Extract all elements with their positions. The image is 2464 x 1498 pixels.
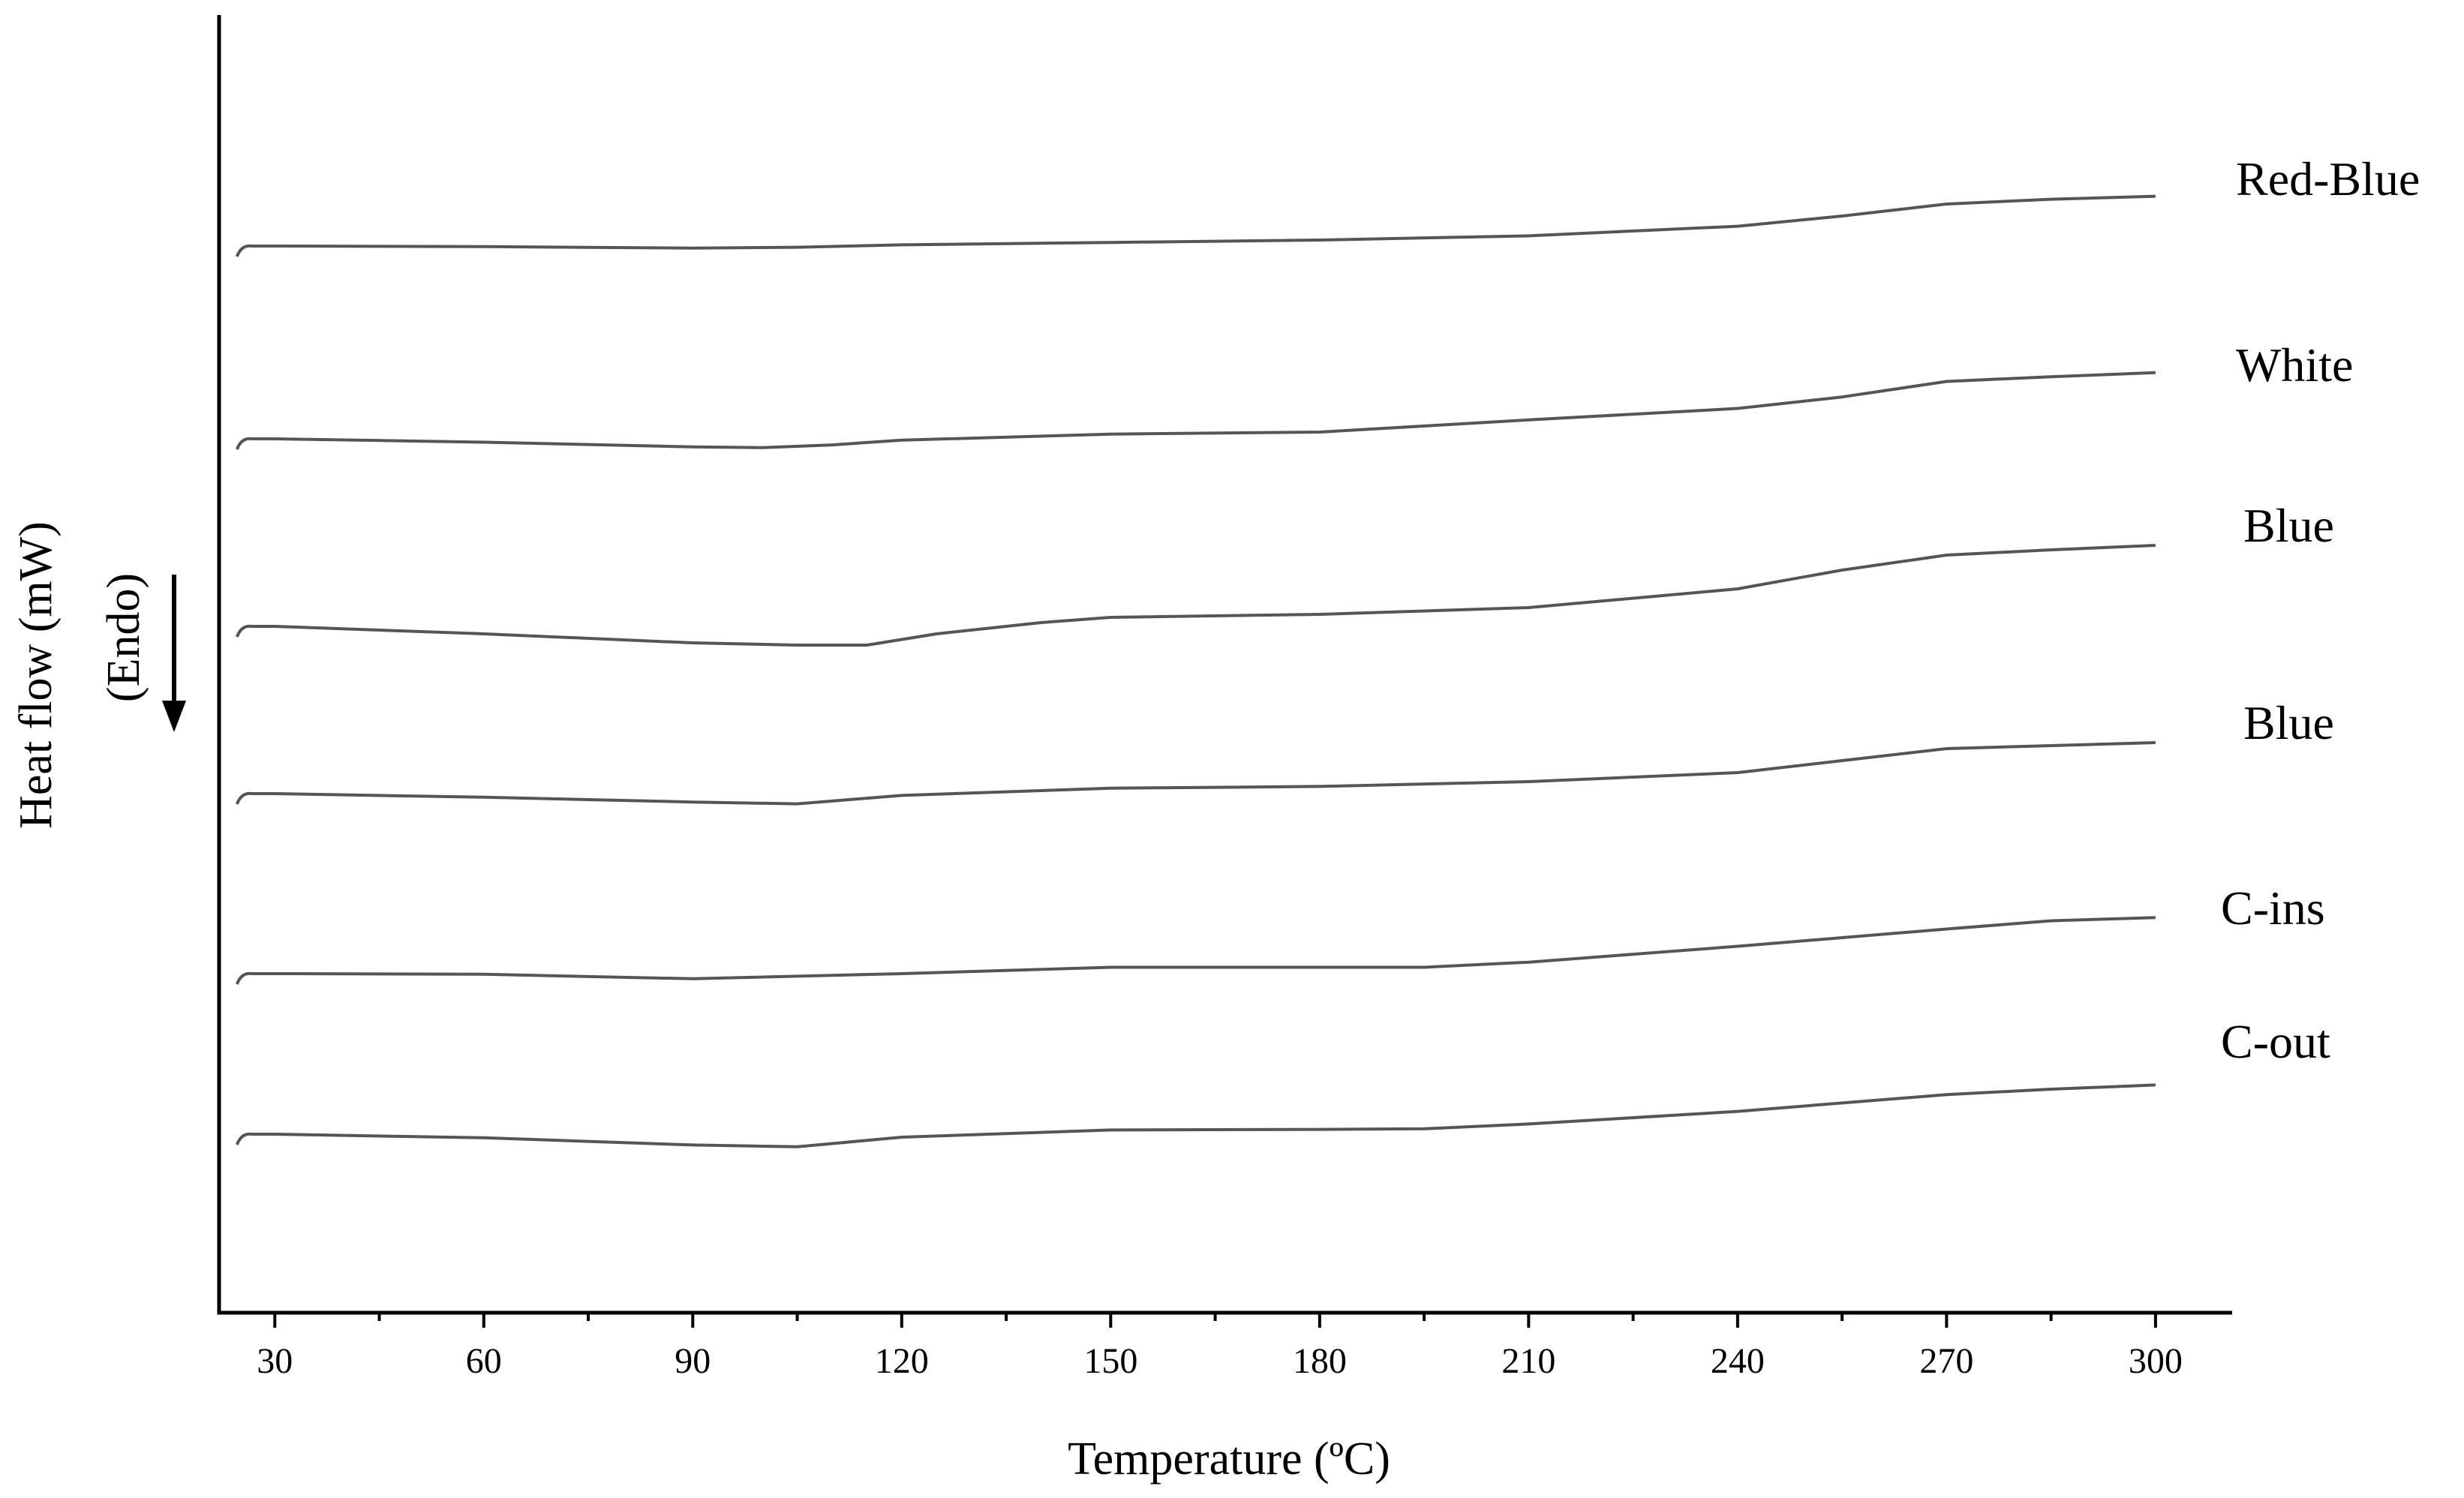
endo-arrow-icon	[162, 575, 186, 732]
series-line-4	[235, 741, 2156, 806]
series-label-layer: Red-Blue White Blue Blue C-ins C-out	[2221, 152, 2420, 1068]
series-line-1	[235, 194, 2156, 257]
series-line-5	[235, 916, 2156, 985]
x-tick-label: 180	[1293, 1341, 1347, 1381]
series-label-1: Red-Blue	[2236, 152, 2420, 206]
y-axis-subtitle: (Endo)	[98, 573, 149, 702]
series-layer	[235, 194, 2156, 1148]
series-label-5: C-ins	[2221, 881, 2325, 935]
axis-frame	[217, 15, 2232, 1315]
y-axis-title: Heat flow (mW)	[11, 521, 62, 829]
x-tick-label: 30	[257, 1341, 293, 1381]
x-axis-title: Temperature (ºC)	[1068, 1433, 1390, 1484]
x-tick-label: 240	[1711, 1341, 1765, 1381]
series-label-4: Blue	[2243, 696, 2334, 749]
x-tick-label: 90	[675, 1341, 711, 1381]
series-label-2: White	[2236, 338, 2353, 392]
x-tick-label: 120	[875, 1341, 929, 1381]
x-tick-label: 300	[2129, 1341, 2183, 1381]
series-line-2	[235, 371, 2156, 450]
series-label-3: Blue	[2243, 499, 2334, 552]
x-tick-label: 270	[1919, 1341, 1973, 1381]
x-tick-label: 150	[1083, 1341, 1137, 1381]
series-line-3	[235, 544, 2156, 647]
series-line-6	[235, 1083, 2156, 1148]
x-tick-label: 60	[466, 1341, 502, 1381]
series-label-6: C-out	[2221, 1015, 2330, 1068]
x-tick-label: 210	[1501, 1341, 1555, 1381]
x-tick-layer: 30 60 90 120 150 180 210 240 270 300	[257, 1313, 2183, 1381]
